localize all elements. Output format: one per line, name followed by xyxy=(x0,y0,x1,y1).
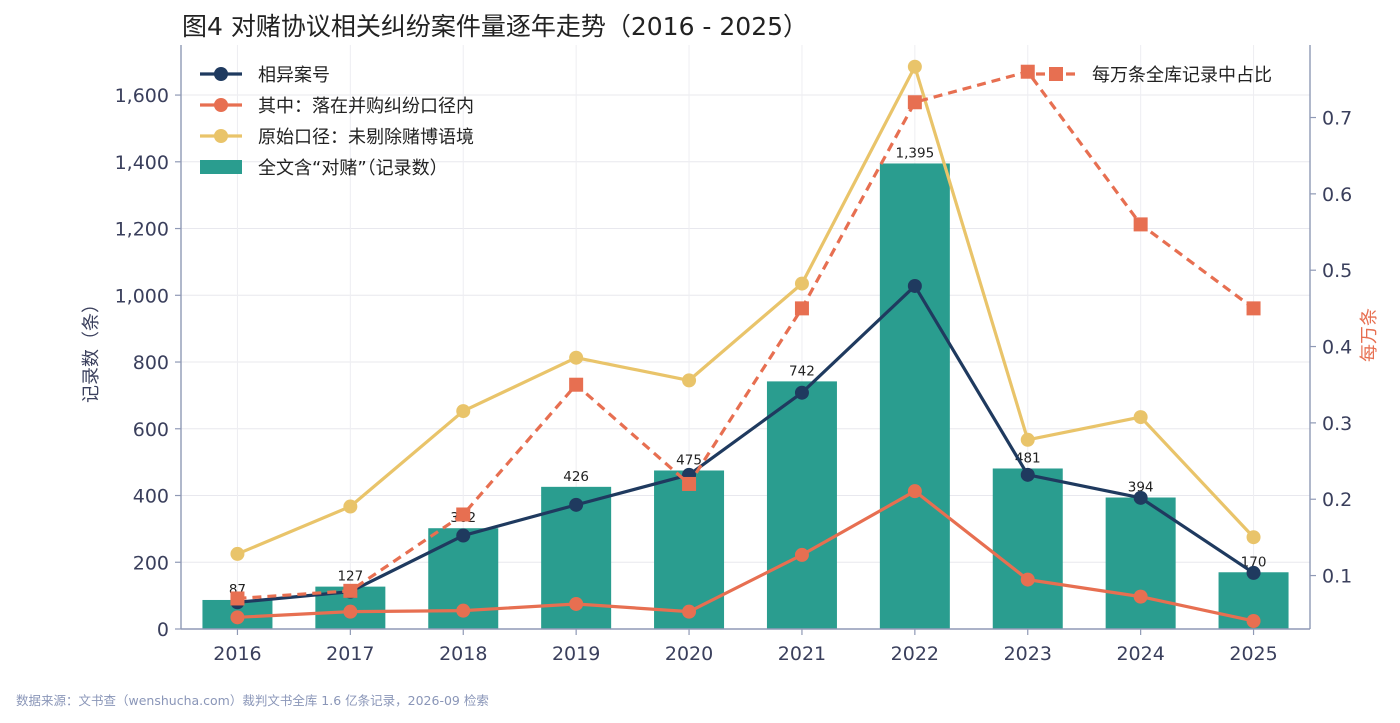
series-line-2 xyxy=(236,65,1255,556)
legend-swatch-marker xyxy=(1049,67,1063,81)
footnote: 数据来源：文书查（wenshucha.com）裁判文书全库 1.6 亿条记录，2… xyxy=(16,693,489,708)
series-0-point xyxy=(794,385,809,400)
series-1-point xyxy=(230,610,245,625)
series-line-1 xyxy=(237,489,1254,623)
series-line-0 xyxy=(237,284,1255,604)
legend-swatch-marker xyxy=(214,129,228,143)
series-1-point xyxy=(1246,613,1261,628)
series-1-point xyxy=(1020,572,1035,587)
legend-label: 相异案号 xyxy=(258,65,330,86)
bar-label-2020: 475 xyxy=(676,452,702,468)
series-3-point xyxy=(794,301,809,316)
bar-2022 xyxy=(879,163,950,629)
bar-label-2022: 1,395 xyxy=(896,145,935,161)
series-0-point xyxy=(1133,490,1148,505)
series-1-point xyxy=(794,547,809,562)
legend-right: 每万条全库记录中占比 xyxy=(1036,65,1272,86)
series-0-point xyxy=(907,278,922,293)
series-3-point xyxy=(456,507,471,522)
y-tick-label: 800 xyxy=(133,352,169,374)
legend-label: 每万条全库记录中占比 xyxy=(1092,65,1272,86)
line-series xyxy=(230,59,1261,628)
series-2-point xyxy=(1246,530,1261,545)
series-0-point xyxy=(1020,467,1035,482)
series-3-point xyxy=(1246,301,1261,316)
legend-label: 原始口径：未剔除赌博语境 xyxy=(258,127,474,148)
series-3-point xyxy=(230,591,245,606)
bar-2023 xyxy=(992,468,1063,629)
y2-axis-label: 每万条 xyxy=(1359,308,1380,362)
y-tick-label: 1,000 xyxy=(115,285,169,307)
chart-title: 图4 对赌协议相关纠纷案件量逐年走势（2016 - 2025） xyxy=(182,12,808,41)
y-tick-label: 200 xyxy=(133,552,169,574)
y2-tick-label: 0.2 xyxy=(1322,489,1352,511)
bar-2020 xyxy=(654,470,725,629)
legend-swatch-marker xyxy=(214,67,228,81)
x-tick-label: 2019 xyxy=(552,643,600,665)
bar-label-2024: 394 xyxy=(1128,480,1154,496)
x-tick-label: 2016 xyxy=(213,643,261,665)
series-2-point xyxy=(1020,432,1035,447)
y-axis-label: 记录数（条） xyxy=(81,295,102,403)
x-tick-label: 2017 xyxy=(326,643,374,665)
series-0-point xyxy=(1246,565,1261,580)
x-tick-label: 2024 xyxy=(1116,643,1164,665)
y2-tick-label: 0.1 xyxy=(1322,566,1352,588)
series-2-point xyxy=(682,373,697,388)
series-1-point xyxy=(343,604,358,619)
x-tick-label: 2022 xyxy=(891,643,939,665)
series-2-point xyxy=(569,350,584,365)
series-1-point xyxy=(907,484,922,499)
series-1-point xyxy=(569,596,584,611)
legend-label: 全文含“对赌”（记录数） xyxy=(258,158,448,179)
series-0-point xyxy=(456,528,471,543)
x-tick-label: 2023 xyxy=(1004,643,1052,665)
series-3-point xyxy=(343,583,358,598)
x-tick-label: 2020 xyxy=(665,643,713,665)
series-2-point xyxy=(907,59,922,74)
series-3-point xyxy=(682,476,697,491)
y2-tick-label: 0.7 xyxy=(1322,108,1352,130)
y-tick-label: 400 xyxy=(133,486,169,508)
series-1-point xyxy=(456,603,471,618)
bar-label-2021: 742 xyxy=(789,363,815,379)
y2-tick-label: 0.4 xyxy=(1322,337,1352,359)
series-line-3 xyxy=(237,70,1255,601)
series-3-point xyxy=(1020,64,1035,79)
series-3-point xyxy=(907,95,922,110)
x-tick-label: 2018 xyxy=(439,643,487,665)
y-tick-label: 0 xyxy=(157,619,169,641)
series-2-point xyxy=(343,499,358,514)
series-3-point xyxy=(1133,217,1148,232)
axes: 0 200 400 600 800 1,000 1,200 1,400 1,600 0.1 0.2 0… xyxy=(115,45,1352,665)
bar-2021 xyxy=(766,381,837,629)
x-tick-label: 2025 xyxy=(1229,643,1277,665)
y2-tick-label: 0.6 xyxy=(1322,184,1352,206)
y-tick-label: 1,200 xyxy=(115,219,169,241)
y-tick-label: 1,400 xyxy=(115,152,169,174)
series-2-point xyxy=(794,276,809,291)
legend-label: 其中：落在并购纠纷口径内 xyxy=(258,96,474,117)
y2-tick-label: 0.5 xyxy=(1322,260,1352,282)
bar-label-2025: 170 xyxy=(1241,554,1267,570)
series-1-point xyxy=(1133,589,1148,604)
series-2-point xyxy=(1133,410,1148,425)
bar-2024 xyxy=(1105,497,1176,629)
bar-label-2017: 127 xyxy=(337,569,363,585)
series-2-point xyxy=(456,404,471,419)
x-tick-label: 2021 xyxy=(778,643,826,665)
bar-label-2019: 426 xyxy=(563,469,589,485)
legend-swatch-marker xyxy=(214,98,228,112)
y2-tick-label: 0.3 xyxy=(1322,413,1352,435)
series-2-point xyxy=(230,546,245,561)
series-0-point xyxy=(569,497,584,512)
y-tick-label: 1,600 xyxy=(115,85,169,107)
y-tick-label: 600 xyxy=(133,419,169,441)
legend-swatch-bar xyxy=(200,160,242,174)
series-3-point xyxy=(569,377,584,392)
series-1-point xyxy=(682,604,697,619)
